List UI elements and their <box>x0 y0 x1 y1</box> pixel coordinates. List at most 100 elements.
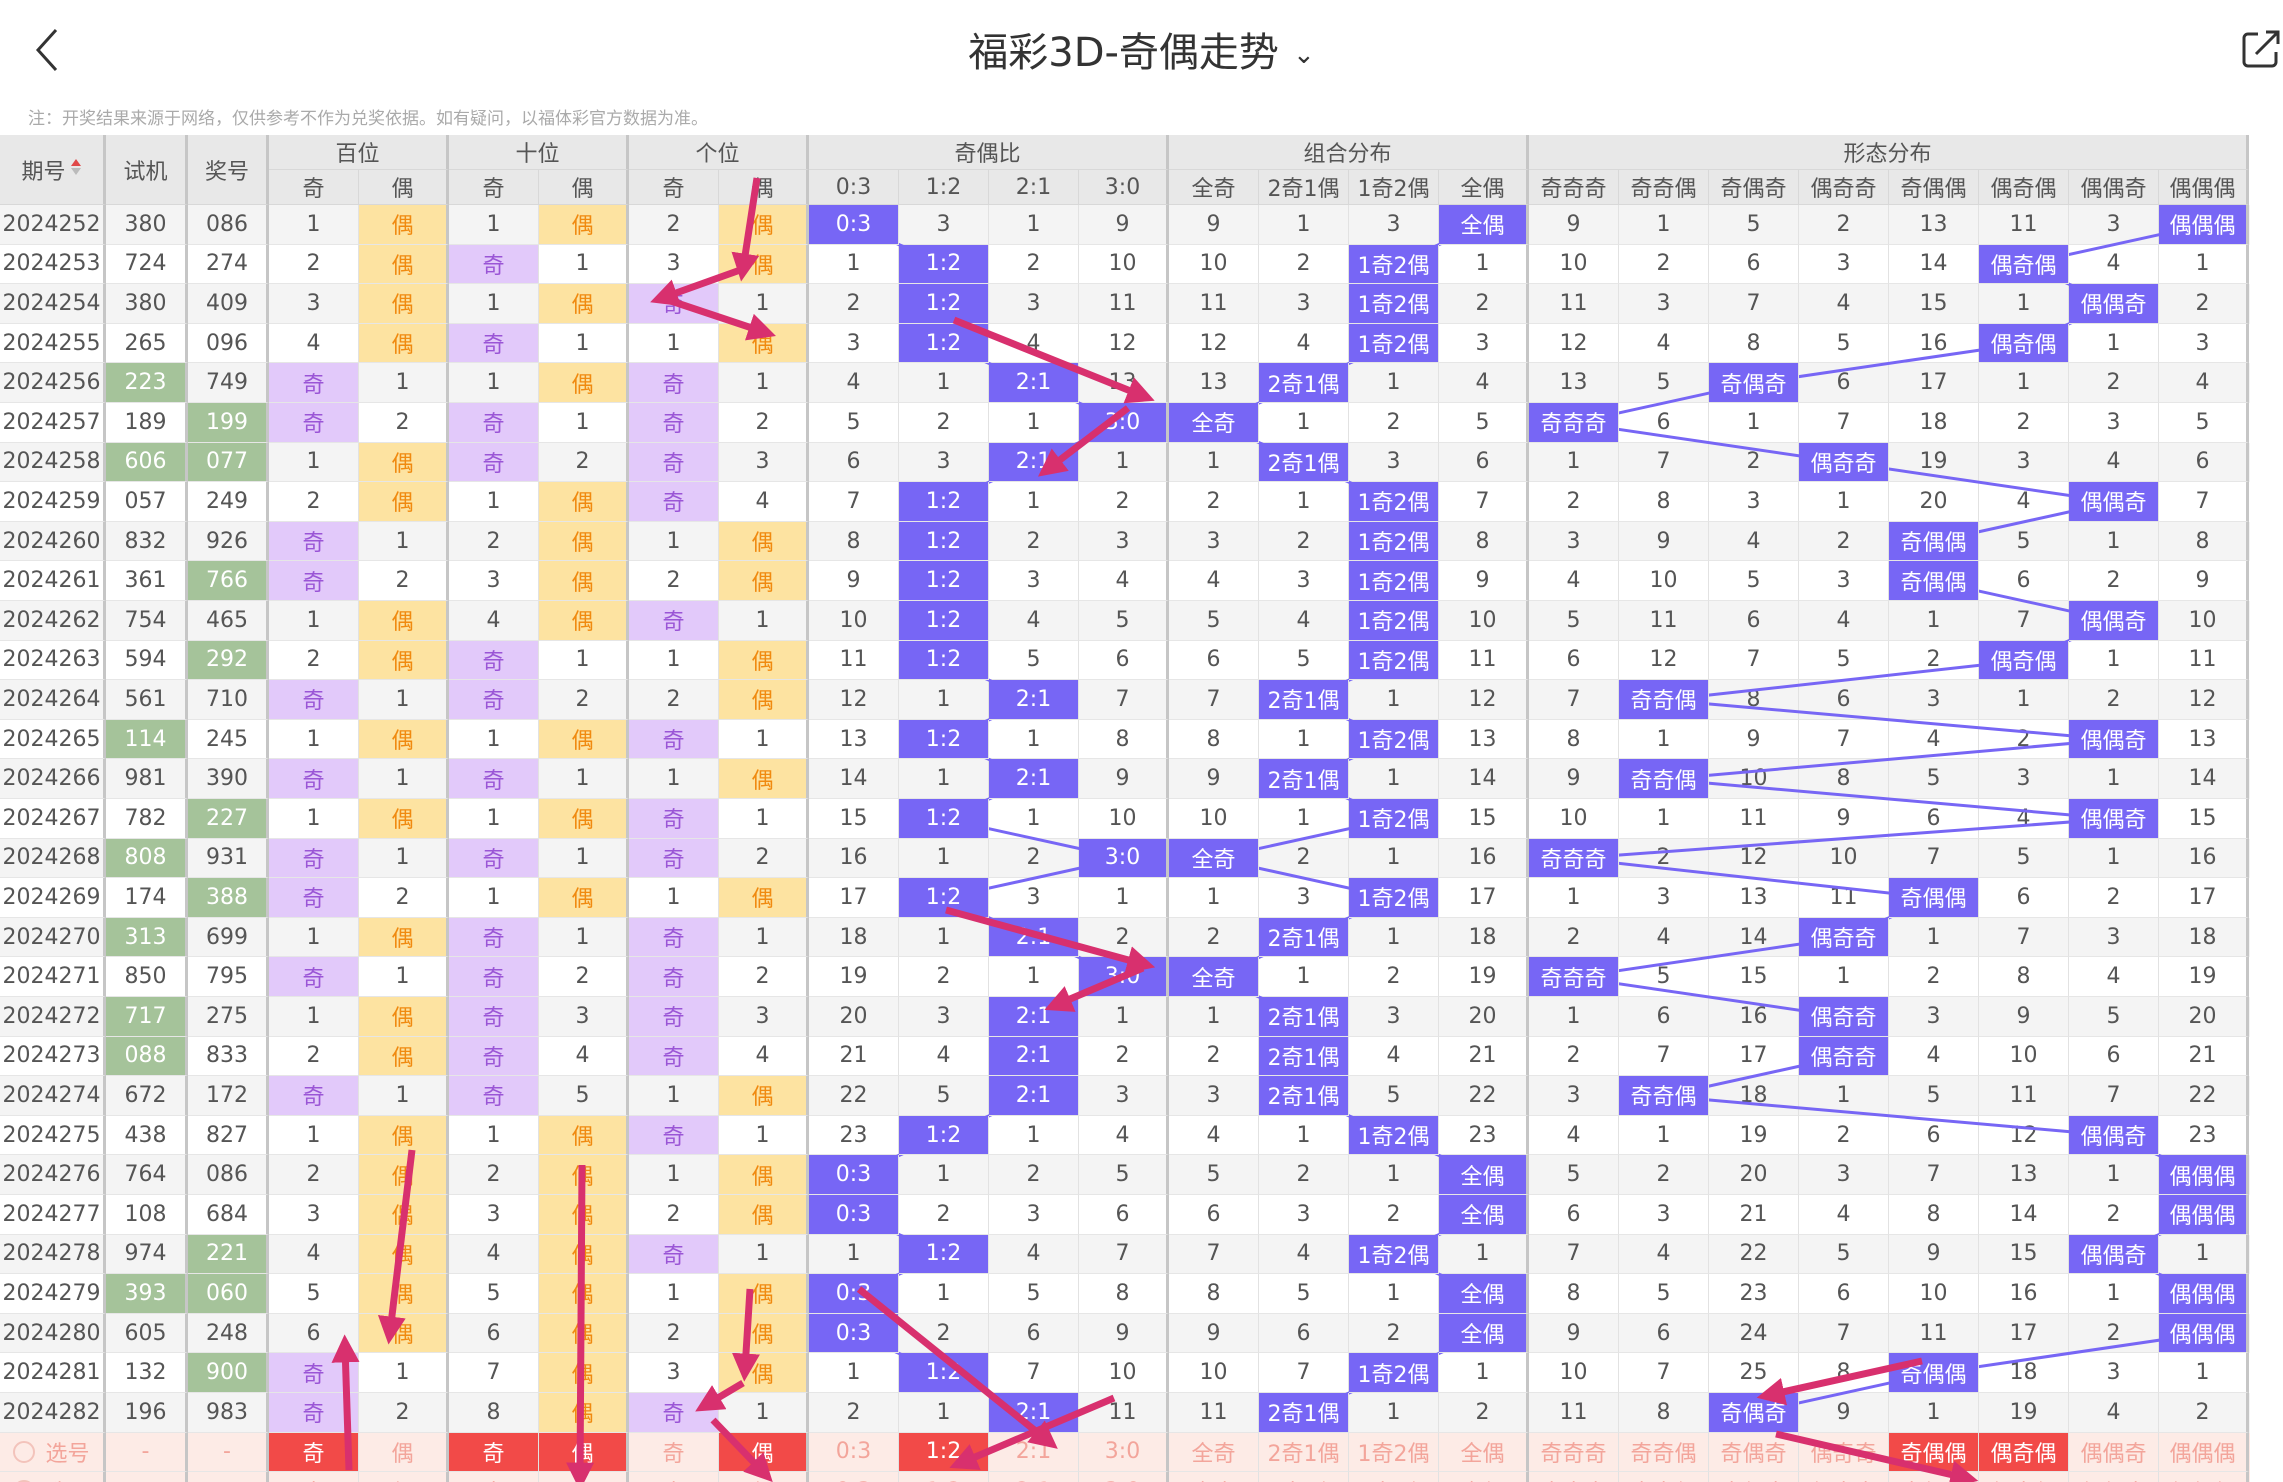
select-option[interactable]: 0:3 <box>809 1472 899 1482</box>
value-cell: 奇 <box>629 363 719 403</box>
select-option[interactable]: 奇奇奇 <box>1529 1472 1619 1482</box>
value-cell: 奇 <box>269 561 359 601</box>
value-cell: 2 <box>1259 838 1349 879</box>
value-cell: 2 <box>2069 680 2159 720</box>
value-cell: 2 <box>899 403 989 443</box>
value-cell: 3 <box>989 878 1079 918</box>
select-option[interactable]: 偶 <box>359 1432 449 1473</box>
select-option[interactable]: 3:0 <box>1079 1432 1169 1473</box>
select-option[interactable]: 全偶 <box>1439 1432 1529 1473</box>
select-option[interactable]: 奇 <box>449 1472 539 1482</box>
trend-table: 期号 试机 奖号 百位 十位 个位 奇偶比 组合分布 形态分布奇偶奇偶奇偶 0:3 1:2 2:1 3:… <box>0 135 2250 1482</box>
prize-number-cell: 833 <box>188 1036 269 1077</box>
select-option[interactable]: 偶偶奇 <box>2069 1472 2159 1482</box>
value-cell: 2 <box>629 680 719 720</box>
share-button[interactable] <box>2240 28 2282 70</box>
page-title-dropdown[interactable]: 福彩3D-奇偶走势 ⌄ <box>0 20 2283 78</box>
select-option[interactable]: 2:1 <box>989 1432 1079 1473</box>
table-row: 2024276 764 086 2 偶 2 偶 1 偶 0:3 1 2 5 5 2 1 全偶 5 2 20 3 7 13 1 偶… <box>0 1155 2250 1195</box>
select-option[interactable]: 偶偶奇 <box>2069 1432 2159 1473</box>
select-option[interactable]: 偶偶偶 <box>2159 1432 2249 1473</box>
back-button[interactable] <box>28 22 68 78</box>
select-option[interactable]: 奇奇奇 <box>1529 1432 1619 1473</box>
value-cell: 10 <box>809 601 899 641</box>
select-option[interactable]: 1奇2偶 <box>1349 1472 1439 1482</box>
hit-cell: 1:2 <box>899 284 989 324</box>
select-option[interactable]: 偶奇偶 <box>1979 1472 2069 1482</box>
select-option[interactable]: 2奇1偶 <box>1259 1432 1349 1473</box>
value-cell: 9 <box>1169 1313 1259 1354</box>
select-option[interactable]: 奇 <box>269 1472 359 1482</box>
select-option[interactable]: 0:3 <box>809 1432 899 1473</box>
period-cell: 2024275 <box>0 1115 106 1156</box>
value-cell: 9 <box>1799 799 1889 839</box>
table-row: 2024271 850 795 奇 1 奇 2 奇 2 19 2 1 3:0 全奇 1 2 19 奇奇奇 5 15 1 2… <box>0 957 2250 997</box>
select-option[interactable]: 偶奇偶 <box>1979 1432 2069 1473</box>
value-cell: 偶 <box>539 799 629 839</box>
value-cell: 偶 <box>359 997 449 1037</box>
select-option[interactable]: 偶 <box>719 1432 809 1473</box>
select-option[interactable]: 偶 <box>359 1472 449 1482</box>
select-option[interactable]: 奇 <box>629 1472 719 1482</box>
test-number-cell: 132 <box>106 1353 188 1393</box>
select-option[interactable]: 奇偶偶 <box>1889 1432 1979 1473</box>
value-cell: 6 <box>1619 403 1709 443</box>
value-cell: 18 <box>809 917 899 958</box>
select-option[interactable]: 奇 <box>269 1432 359 1473</box>
value-cell: 奇 <box>449 640 539 681</box>
select-option[interactable]: 奇奇偶 <box>1619 1472 1709 1482</box>
hit-cell: 2:1 <box>989 1393 1079 1433</box>
radio-icon[interactable] <box>13 1440 36 1463</box>
value-cell: 1 <box>1979 284 2069 324</box>
prize-number-cell: 465 <box>188 601 269 641</box>
select-option[interactable]: 奇偶奇 <box>1709 1472 1799 1482</box>
select-option[interactable]: 偶 <box>539 1432 629 1473</box>
select-option[interactable]: 奇偶奇 <box>1709 1432 1799 1473</box>
select-option[interactable]: 1:2 <box>899 1472 989 1482</box>
value-cell: 2 <box>989 838 1079 879</box>
value-cell: 奇 <box>629 1234 719 1275</box>
prize-number-cell: 245 <box>188 719 269 760</box>
value-cell: 1 <box>629 1155 719 1195</box>
select-option[interactable]: 3:0 <box>1079 1472 1169 1482</box>
column-header-period[interactable]: 期号 <box>0 135 106 205</box>
select-option[interactable]: 全奇 <box>1169 1432 1259 1473</box>
sort-icon[interactable] <box>70 157 82 183</box>
value-cell: 2 <box>269 482 359 522</box>
select-option[interactable]: 偶 <box>539 1472 629 1482</box>
select-option[interactable]: 2:1 <box>989 1472 1079 1482</box>
select-row-label[interactable]: 选号 <box>0 1432 106 1473</box>
select-option[interactable]: 奇奇偶 <box>1619 1432 1709 1473</box>
value-cell: 2 <box>449 521 539 562</box>
value-cell: 4 <box>1889 1036 1979 1077</box>
value-cell: 偶 <box>539 284 629 324</box>
value-cell: 3 <box>1169 521 1259 562</box>
disclaimer-note: 注：开奖结果来源于网络，仅供参考不作为兑奖依据。如有疑问，以福体彩官方数据为准。 <box>28 109 708 129</box>
select-option[interactable]: 偶奇奇 <box>1799 1432 1889 1473</box>
select-option[interactable]: 1:2 <box>899 1432 989 1473</box>
select-option[interactable]: 全奇 <box>1169 1472 1259 1482</box>
value-cell: 9 <box>1979 997 2069 1037</box>
value-cell: 1 <box>269 719 359 760</box>
value-cell: 14 <box>1889 244 1979 285</box>
table-row: 2024268 808 931 奇 1 奇 1 奇 2 16 1 2 3:0 全奇 2 1 16 奇奇奇 2 12 10… <box>0 838 2250 879</box>
value-cell: 奇 <box>269 759 359 799</box>
select-option[interactable]: 奇偶偶 <box>1889 1472 1979 1482</box>
hit-cell: 1奇2偶 <box>1349 1353 1439 1393</box>
value-cell: 1 <box>809 1234 899 1275</box>
select-option[interactable]: 1奇2偶 <box>1349 1432 1439 1473</box>
value-cell: 11 <box>1709 799 1799 839</box>
select-option[interactable]: 2奇1偶 <box>1259 1472 1349 1482</box>
period-cell: 2024281 <box>0 1353 106 1393</box>
value-cell: 16 <box>2159 838 2249 879</box>
select-option[interactable]: 偶奇奇 <box>1799 1472 1889 1482</box>
select-row-label[interactable]: 选号 <box>0 1472 106 1482</box>
value-cell: 6 <box>1439 442 1529 483</box>
period-cell: 2024268 <box>0 838 106 879</box>
select-option[interactable]: 奇 <box>629 1432 719 1473</box>
select-option[interactable]: 全偶 <box>1439 1472 1529 1482</box>
select-option[interactable]: 偶偶偶 <box>2159 1472 2249 1482</box>
value-cell: 偶 <box>719 1155 809 1195</box>
select-option[interactable]: 偶 <box>719 1472 809 1482</box>
select-option[interactable]: 奇 <box>449 1432 539 1473</box>
